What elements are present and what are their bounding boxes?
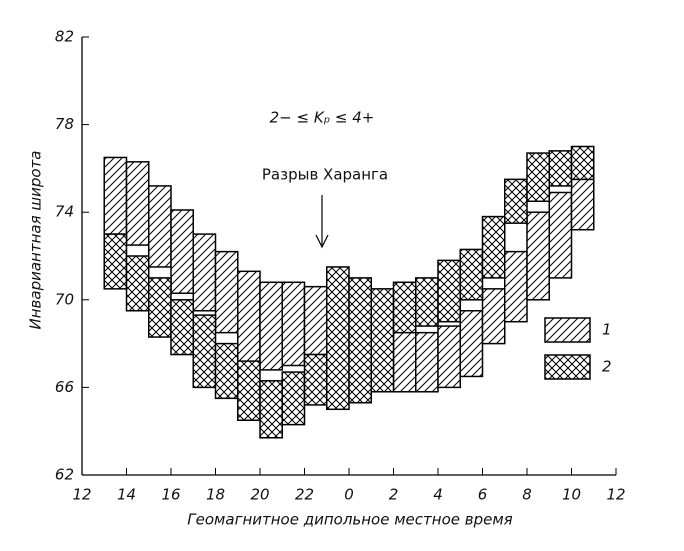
x-tick-label: 2 — [389, 486, 399, 504]
band-cell — [548, 191, 573, 279]
y-tick-label: 66 — [55, 378, 74, 396]
legend-label: 2 — [602, 358, 612, 376]
band-cell — [170, 299, 194, 356]
band-cell — [214, 342, 239, 400]
band-cell — [437, 259, 461, 323]
y-tick-label: 62 — [55, 466, 74, 484]
x-tick-label: 18 — [206, 486, 225, 504]
band-cell — [214, 250, 239, 334]
x-tick-label: 12 — [72, 486, 91, 504]
bands — [103, 145, 595, 439]
band-cell — [303, 353, 328, 406]
band-cell — [370, 288, 395, 393]
band-cell — [526, 211, 550, 301]
band-cell — [148, 185, 172, 268]
legend-label: 1 — [602, 321, 612, 339]
y-tick-label: 82 — [55, 28, 74, 46]
band-cell — [192, 314, 217, 389]
band-cell — [125, 161, 150, 246]
x-tick-label: 22 — [295, 486, 314, 504]
band-cell — [392, 281, 417, 334]
band-cell — [392, 323, 417, 393]
x-tick-label: 4 — [433, 486, 443, 504]
x-tick-label: 6 — [478, 486, 488, 504]
legend-swatch — [544, 317, 591, 343]
y-tick-label: 74 — [55, 203, 74, 221]
band-cell — [415, 277, 439, 327]
band-cell — [415, 331, 439, 393]
x-tick-label: 0 — [344, 486, 354, 504]
y-tick-label: 70 — [55, 290, 74, 308]
band-cell — [437, 325, 461, 389]
band-cell — [481, 215, 506, 279]
legend-swatch — [544, 354, 591, 380]
band-cell — [125, 255, 150, 312]
band-cell — [192, 233, 217, 312]
band-cell — [148, 277, 172, 338]
band-cell — [526, 152, 550, 203]
band-cell — [281, 281, 306, 367]
band-cell — [548, 150, 573, 187]
y-tick-label: 78 — [55, 115, 74, 133]
band-cell — [326, 266, 350, 411]
x-tick-label: 14 — [117, 486, 136, 504]
x-axis-label: Геомагнитное дипольное местное время — [187, 511, 512, 529]
band-cell — [237, 360, 261, 421]
x-tick-label: 16 — [161, 486, 180, 504]
arrow-head — [315, 234, 329, 249]
annotation: 2− ≤ Kₚ ≤ 4+ — [270, 109, 375, 127]
band-cell — [570, 178, 595, 231]
x-tick-label: 8 — [522, 486, 532, 504]
band-cell — [259, 380, 283, 439]
band-cell — [281, 371, 306, 426]
band-cell — [259, 281, 283, 371]
band-cell — [570, 145, 595, 181]
band-cell — [459, 248, 484, 301]
y-axis-label: Инвариантная широта — [27, 151, 45, 330]
x-tick-label: 20 — [250, 486, 269, 504]
band-cell — [348, 277, 372, 404]
band-cell — [303, 285, 328, 356]
band-cell — [103, 233, 128, 290]
x-tick-label: 12 — [606, 486, 625, 504]
band-cell — [170, 209, 194, 294]
band-cell — [504, 250, 528, 323]
x-tick-label: 10 — [562, 486, 581, 504]
band-cell — [237, 270, 261, 367]
band-cell — [103, 156, 128, 235]
band-cell — [481, 288, 506, 345]
annotation: Разрыв Харанга — [262, 166, 388, 184]
band-cell — [504, 178, 528, 224]
band-cell — [459, 310, 484, 378]
